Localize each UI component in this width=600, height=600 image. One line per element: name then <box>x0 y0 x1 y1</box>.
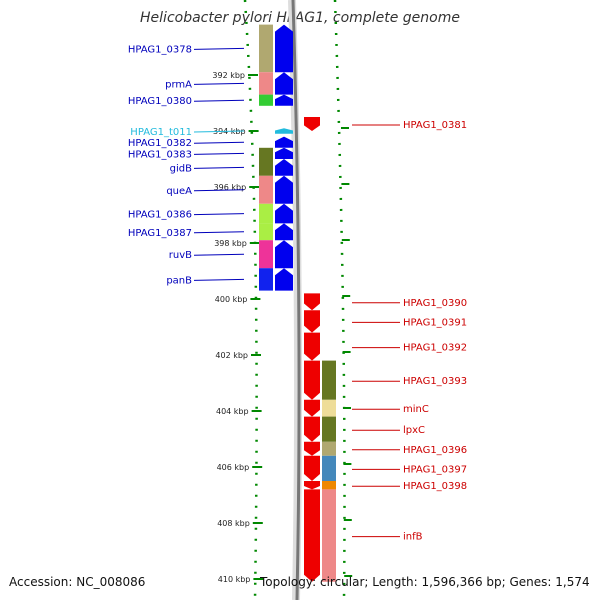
cog-color-block <box>259 24 273 73</box>
forward-gene-arrow[interactable] <box>304 481 320 490</box>
reverse-gene-arrow[interactable] <box>275 24 293 73</box>
gene-label-right[interactable]: HPAG1_0393 <box>403 376 467 387</box>
gene-label-left[interactable]: queA <box>166 186 192 197</box>
gene-label-left[interactable]: prmA <box>165 79 192 90</box>
cog-color-block <box>259 223 273 241</box>
cog-color-block <box>259 268 273 291</box>
axis-tick-label: 402 kbp <box>215 351 248 360</box>
gene-label-left[interactable]: HPAG1_0383 <box>128 149 192 160</box>
cog-color-block <box>259 203 273 224</box>
forward-gene-arrow[interactable] <box>304 360 320 400</box>
axis-tick-label: 410 kbp <box>218 575 251 584</box>
gene-leader-line <box>193 213 245 216</box>
gene-label-left[interactable]: ruvB <box>169 250 192 261</box>
gene-leader-line <box>193 130 245 133</box>
gene-leader-line <box>193 278 245 281</box>
gene-label-left[interactable]: HPAG1_0380 <box>128 96 192 107</box>
cog-color-block <box>259 159 273 176</box>
gene-label-right[interactable]: lpxC <box>403 425 425 436</box>
gene-label-left[interactable]: gidB <box>170 163 192 174</box>
gene-label-right[interactable]: HPAG1_0398 <box>403 481 467 492</box>
reverse-gene-arrow[interactable] <box>275 203 293 224</box>
gene-label-right[interactable]: HPAG1_0392 <box>403 343 467 354</box>
cog-color-block <box>259 94 273 106</box>
reverse-gene-arrow[interactable] <box>275 136 293 148</box>
accession-label: Accession: NC_008086 <box>9 575 146 589</box>
reverse-gene-arrow[interactable] <box>275 159 293 176</box>
gene-label-right[interactable]: HPAG1_0397 <box>403 464 467 475</box>
cog-color-block <box>322 441 336 456</box>
forward-gene-arrow[interactable] <box>304 117 320 131</box>
forward-gene-arrow[interactable] <box>304 399 320 417</box>
reverse-gene-arrow[interactable] <box>275 128 293 134</box>
gene-label-right[interactable]: HPAG1_0381 <box>403 120 467 131</box>
topology-label: Topology: circular; Length: 1,596,366 bp… <box>260 575 590 589</box>
gene-leader-line <box>193 47 245 50</box>
reverse-gene-arrow[interactable] <box>275 240 293 269</box>
cog-color-block <box>259 147 273 159</box>
forward-gene-arrow[interactable] <box>304 332 320 361</box>
gene-leader-line <box>193 141 245 144</box>
gene-label-right[interactable]: infB <box>403 532 423 543</box>
reverse-gene-arrow[interactable] <box>275 223 293 241</box>
reverse-gene-arrow[interactable] <box>275 147 293 159</box>
gene-label-left[interactable]: HPAG1_0378 <box>128 44 192 55</box>
genome-backbone <box>291 0 301 600</box>
axis-tick-label: 392 kbp <box>212 71 245 80</box>
cog-color-block <box>259 72 273 95</box>
cog-color-block <box>259 175 273 204</box>
gene-leader-line <box>193 82 245 85</box>
gene-leader-line <box>193 253 245 256</box>
gene-leader-line <box>193 152 245 155</box>
gene-leader-line <box>193 231 245 234</box>
forward-gene-arrow[interactable] <box>304 293 320 311</box>
gene-label-left[interactable]: panB <box>166 275 192 286</box>
forward-gene-arrow[interactable] <box>304 416 320 442</box>
forward-gene-arrow[interactable] <box>304 310 320 333</box>
axis-tick-label: 404 kbp <box>216 407 249 416</box>
gene-label-left[interactable]: HPAG1_t011 <box>130 127 192 138</box>
cog-color-block <box>322 399 336 417</box>
gene-label-right[interactable]: HPAG1_0391 <box>403 317 467 328</box>
axis-tick-label: 396 kbp <box>214 183 247 192</box>
cog-color-block <box>322 416 336 442</box>
cog-color-block <box>259 240 273 269</box>
cog-color-block <box>322 455 336 481</box>
reverse-gene-arrow[interactable] <box>275 175 293 204</box>
gene-label-right[interactable]: HPAG1_0396 <box>403 445 467 456</box>
gene-leader-line <box>193 99 245 102</box>
gene-leader-line <box>193 166 245 169</box>
right-dotted-guide <box>333 0 346 600</box>
gene-label-right[interactable]: HPAG1_0390 <box>403 298 467 309</box>
axis-tick-label: 406 kbp <box>217 463 250 472</box>
forward-gene-arrow[interactable] <box>304 441 320 456</box>
cog-color-block <box>322 481 336 490</box>
axis-tick-label: 398 kbp <box>214 239 247 248</box>
cog-color-block <box>322 489 336 582</box>
genome-title: Helicobacter pylori HPAG1, complete geno… <box>140 10 460 26</box>
reverse-gene-arrow[interactable] <box>275 94 293 106</box>
forward-gene-arrow[interactable] <box>304 489 320 582</box>
cog-color-block <box>322 360 336 400</box>
gene-label-left[interactable]: HPAG1_0387 <box>128 228 192 239</box>
forward-gene-arrow[interactable] <box>304 455 320 481</box>
axis-tick-label: 408 kbp <box>217 519 250 528</box>
gene-label-left[interactable]: HPAG1_0382 <box>128 138 192 149</box>
axis-tick-label: 400 kbp <box>215 295 248 304</box>
gene-label-left[interactable]: HPAG1_0386 <box>128 210 192 221</box>
gene-leader-line <box>193 189 245 192</box>
reverse-gene-arrow[interactable] <box>275 72 293 95</box>
reverse-gene-arrow[interactable] <box>275 268 293 291</box>
gene-label-right[interactable]: minC <box>403 404 429 415</box>
